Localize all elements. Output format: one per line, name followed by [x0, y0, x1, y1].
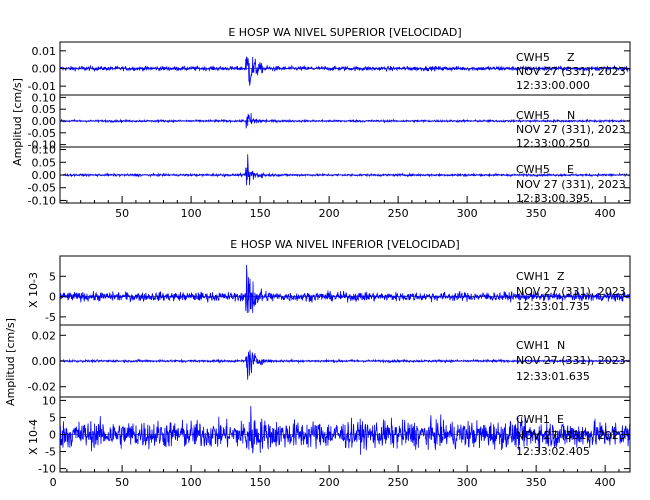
y-axis-label: Amplitud [cm/s]	[4, 318, 17, 406]
y-tick-label: 0	[49, 429, 56, 442]
y-tick-label: 0.10	[32, 144, 57, 157]
trace-date: NOV 27 (331), 2023	[516, 285, 626, 298]
x-tick-label: 100	[181, 476, 202, 489]
trace-date: NOV 27 (331), 2023	[516, 65, 626, 78]
component-label: Z	[567, 51, 575, 64]
trace-panel-cwh1-n: 0.020.00-0.02 CWH1 N NOV 27 (331), 2023 …	[28, 324, 631, 398]
trace-start-time: 12:33:02.405	[516, 445, 590, 458]
y-axis-label: Amplitud [cm/s]	[11, 78, 24, 166]
x-axis-ticks: 50 100 150 200 250 300 350 400	[66, 196, 620, 220]
y-tick-label: 0.00	[32, 355, 57, 368]
y-tick-label: 0.05	[32, 103, 57, 116]
component-label: N	[567, 109, 575, 122]
component-label: E	[567, 163, 574, 176]
y-tick-label: 0.02	[32, 329, 57, 342]
seismic-trace	[59, 349, 631, 380]
x-tick-label: 150	[250, 207, 271, 220]
trace-start-time: 12:33:00.000	[516, 79, 590, 92]
y-tick-label: 0.01	[32, 45, 57, 58]
chart-group-inferior: E HOSP WA NIVEL INFERIOR [VELOCIDAD] Amp…	[4, 238, 631, 489]
x-tick-label: 400	[595, 476, 616, 489]
y-tick-label: -5	[45, 446, 56, 459]
component-label: E	[557, 413, 564, 426]
station-label: CWH1	[516, 270, 550, 283]
scale-label: X 10-3	[27, 272, 40, 308]
y-tick-label: 10	[42, 394, 56, 407]
trace-start-time: 12:33:01.635	[516, 370, 590, 383]
scale-label: X 10-4	[27, 419, 40, 455]
y-tick-label: 0.00	[32, 115, 57, 128]
y-tick-label: 0.00	[32, 63, 57, 76]
y-tick-label: 5	[49, 270, 56, 283]
x-tick-label: 350	[526, 476, 547, 489]
y-axis-ticks: 10 5 0 -5 -10	[38, 394, 630, 476]
y-tick-label: 5	[49, 411, 56, 424]
component-label: Z	[557, 270, 565, 283]
x-tick-label: 100	[181, 207, 202, 220]
trace-start-time: 12:33:00.250	[516, 137, 590, 150]
station-label: CWH5	[516, 51, 550, 64]
y-tick-label: 0	[49, 291, 56, 304]
y-tick-label: -10	[38, 463, 56, 476]
trace-start-time: 12:33:01.735	[516, 300, 590, 313]
y-axis-ticks: 0.02 0.00 -0.02	[28, 329, 630, 394]
chart-group-superior: E HOSP WA NIVEL SUPERIOR [VELOCIDAD] Amp…	[11, 26, 631, 220]
y-tick-label: 0.10	[32, 91, 57, 104]
seismic-trace	[59, 113, 631, 129]
y-tick-label: -0.05	[28, 182, 56, 195]
y-tick-label: -0.10	[28, 194, 56, 207]
seismic-trace	[59, 264, 631, 314]
x-tick-label: 400	[595, 207, 616, 220]
x-tick-label: 250	[388, 207, 409, 220]
y-tick-label: -0.10	[28, 139, 56, 152]
trace-panel-cwh5-e: 0.100.050.00-0.05-0.10 CWH5 E NOV 27 (33…	[28, 144, 631, 207]
y-axis-ticks: 0.01 0.00 -0.01	[28, 45, 630, 93]
station-label: CWH1	[516, 339, 550, 352]
seismic-trace	[59, 405, 631, 455]
x-tick-label: 200	[319, 207, 340, 220]
x-tick-label: 300	[457, 207, 478, 220]
x-tick-label: 250	[388, 476, 409, 489]
y-tick-label: 0.00	[32, 169, 57, 182]
y-tick-label: -0.02	[28, 381, 56, 394]
y-tick-label: -0.01	[28, 80, 56, 93]
y-tick-label: -5	[45, 311, 56, 324]
trace-panel-cwh1-e: 10 5 0 -5 -10 X 10-4 CWH1 E NOV 27 (331), 20…	[27, 394, 631, 476]
component-label: N	[557, 339, 565, 352]
y-tick-label: 0.05	[32, 156, 57, 169]
y-tick-label: -0.05	[28, 127, 56, 140]
trace-panel-cwh5-n: 0.100.050.00-0.05-0.10 CWH5 N NOV 27 (33…	[28, 91, 631, 152]
trace-date: NOV 27 (331), 2023	[516, 354, 626, 367]
chart-title: E HOSP WA NIVEL INFERIOR [VELOCIDAD]	[230, 238, 459, 251]
station-label: CWH5	[516, 163, 550, 176]
seismic-trace	[59, 154, 631, 186]
chart-title: E HOSP WA NIVEL SUPERIOR [VELOCIDAD]	[228, 26, 461, 39]
trace-start-time: 12:33:00.395	[516, 192, 590, 205]
x-tick-label: 50	[115, 207, 129, 220]
x-tick-label: 350	[526, 207, 547, 220]
x-axis-ticks: 0 50 100 150 200 250 300 350 400	[50, 465, 620, 489]
y-axis-ticks: 5 0 -5	[45, 270, 630, 324]
x-tick-label: 300	[457, 476, 478, 489]
seismic-trace	[59, 56, 631, 87]
trace-date: NOV 27 (331), 2023	[516, 123, 626, 136]
y-axis-ticks: 0.100.050.00-0.05-0.10	[28, 144, 630, 207]
trace-date: NOV 27 (331), 2023	[516, 429, 626, 442]
x-tick-label: 0	[50, 476, 57, 489]
station-label: CWH5	[516, 109, 550, 122]
x-tick-label: 50	[115, 476, 129, 489]
x-tick-label: 150	[250, 476, 271, 489]
x-tick-label: 200	[319, 476, 340, 489]
trace-panel-cwh1-z: 5 0 -5 X 10-3 CWH1 Z NOV 27 (331), 2023 12…	[27, 255, 631, 326]
y-axis-ticks: 0.100.050.00-0.05-0.10	[28, 91, 630, 152]
trace-panel-cwh5-z: 0.010.00-0.01 CWH5 Z NOV 27 (331), 2023 …	[28, 41, 631, 96]
station-label: CWH1	[516, 413, 550, 426]
trace-date: NOV 27 (331), 2023	[516, 178, 626, 191]
